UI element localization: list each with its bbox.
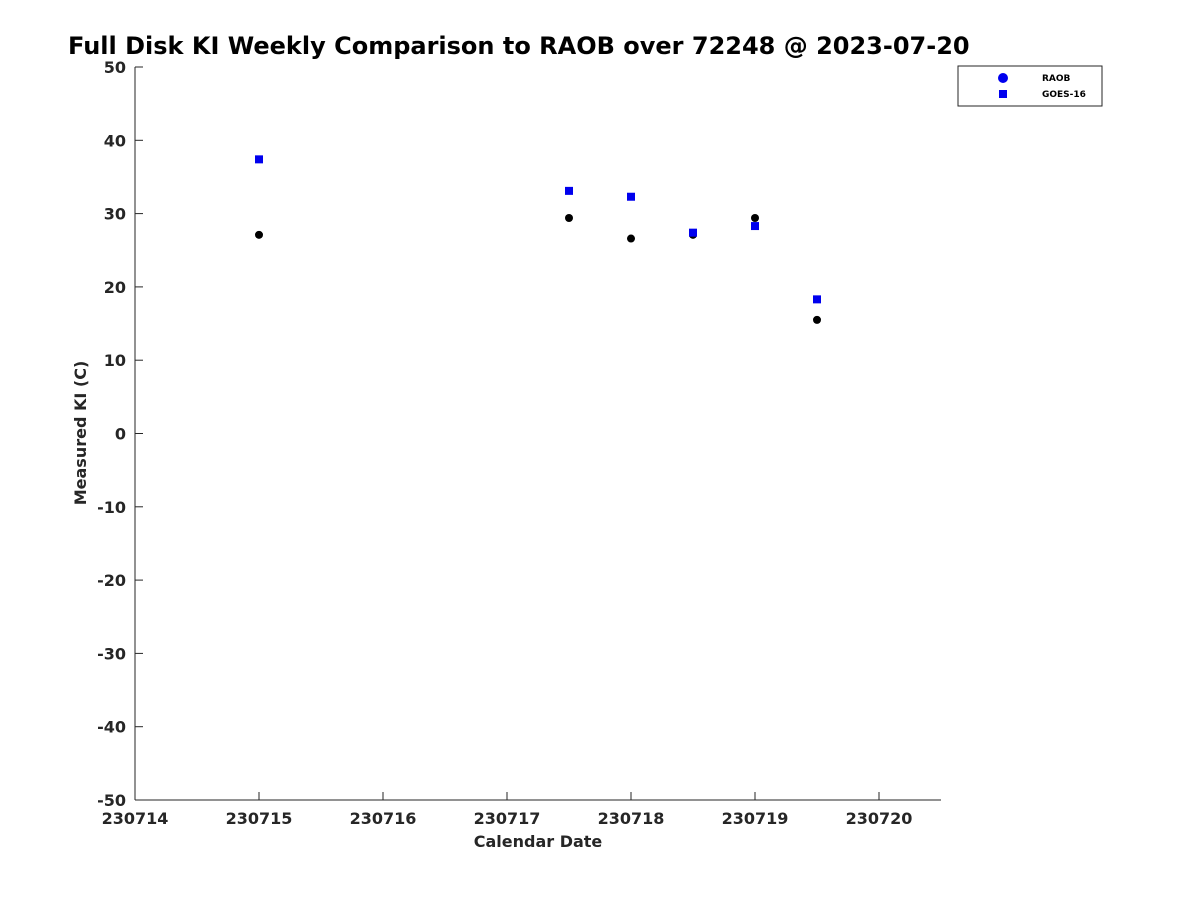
legend-marker-raob <box>998 73 1008 83</box>
x-tick-label: 230718 <box>598 809 665 828</box>
y-tick-label: -10 <box>97 498 126 517</box>
raob-point <box>751 213 759 222</box>
goes-16-point <box>565 186 573 195</box>
x-tick-label: 230715 <box>226 809 293 828</box>
y-tick-label: -40 <box>97 718 126 737</box>
raob-point <box>627 234 635 243</box>
chart-title: Full Disk KI Weekly Comparison to RAOB o… <box>68 32 970 60</box>
y-tick-label: 50 <box>104 58 126 77</box>
y-tick-label: 0 <box>115 425 126 444</box>
x-tick-label: 230714 <box>102 809 169 828</box>
x-tick-label: 230720 <box>846 809 913 828</box>
x-axis-label: Calendar Date <box>474 832 603 851</box>
raob-point <box>565 213 573 222</box>
goes-16-point <box>627 192 635 201</box>
legend-label-raob: RAOB <box>1042 74 1071 84</box>
legend-marker-goes-16 <box>999 90 1007 98</box>
y-tick-label: -50 <box>97 791 126 810</box>
goes-16-point <box>751 222 759 231</box>
y-tick-label: 10 <box>104 351 126 370</box>
legend-label-goes-16: GOES-16 <box>1042 90 1086 100</box>
y-tick-label: 40 <box>104 131 126 150</box>
goes-16-point <box>255 155 263 164</box>
goes-16-point <box>689 228 697 237</box>
axes <box>134 67 941 801</box>
legend-box <box>957 65 1103 107</box>
raob-point <box>813 315 821 324</box>
y-tick-label: -30 <box>97 644 126 663</box>
x-tick-label: 230716 <box>350 809 417 828</box>
y-tick-label: -20 <box>97 571 126 590</box>
x-tick-label: 230719 <box>722 809 789 828</box>
y-tick-label: 20 <box>104 278 126 297</box>
raob-point <box>255 230 263 239</box>
legend: RAOB GOES-16 <box>957 65 1103 107</box>
y-tick-label: 30 <box>104 205 126 224</box>
data-points <box>255 155 821 324</box>
y-axis-label: Measured KI (C) <box>71 361 90 506</box>
ticks: 230714 230715 230716 230717 230718 230719 2307… <box>97 58 912 828</box>
x-tick-label: 230717 <box>474 809 541 828</box>
goes-16-point <box>813 295 821 304</box>
